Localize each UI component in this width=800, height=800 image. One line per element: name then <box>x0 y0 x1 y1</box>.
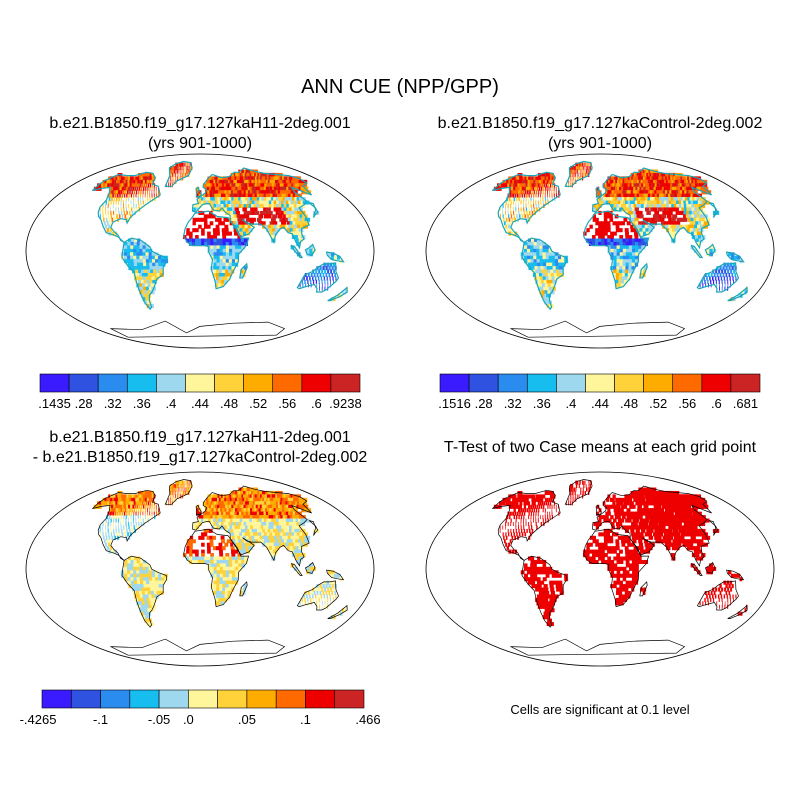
colorbar-tick-label: .44 <box>191 396 209 411</box>
colorbar-box <box>129 689 160 709</box>
colorbar-box <box>497 373 528 393</box>
colorbar-box <box>217 689 248 709</box>
colorbar-box <box>468 373 499 393</box>
panel-title-case2-line2: (yrs 901-1000) <box>547 135 653 152</box>
map-panel-diff <box>25 471 375 667</box>
colorbar-tick-label: .44 <box>591 396 609 411</box>
colorbar-box <box>158 689 189 709</box>
colorbar-tick-label: .52 <box>249 396 267 411</box>
colorbar-boxes <box>439 373 761 393</box>
panel-title-case1: b.e21.B1850.f19_g17.127kaH11-2deg.001 (y… <box>10 114 390 154</box>
coastlines <box>492 479 748 656</box>
map-panel-case1 <box>25 153 375 349</box>
coastlines <box>491 160 748 338</box>
colorbar-tick-label: .48 <box>620 396 638 411</box>
colorbar-tick-label: .56 <box>678 396 696 411</box>
colorbar-tick-label: .28 <box>475 396 493 411</box>
colorbar-box <box>730 373 761 393</box>
colorbar-tick-label: .6 <box>311 396 322 411</box>
colorbar-tick-label: .52 <box>649 396 667 411</box>
map-boundary <box>425 471 775 667</box>
colorbar-tick-label: .466 <box>355 712 380 727</box>
colorbar-box <box>526 373 557 393</box>
panel-title-case2-line1: b.e21.B1850.f19_g17.127kaControl-2deg.00… <box>437 115 763 132</box>
colorbar-case1: .1435 .28 .32 .36 .4 .44 .48 .52 .56 .6 .9238 <box>38 373 362 411</box>
colorbar-tick-label: .1 <box>300 712 311 727</box>
colorbar-box <box>41 689 72 709</box>
colorbar-box <box>246 689 277 709</box>
panel-title-case2: b.e21.B1850.f19_g17.127kaControl-2deg.00… <box>410 114 790 154</box>
colorbar-tick-label: .36 <box>133 396 151 411</box>
colorbar-box <box>185 373 215 393</box>
colorbar-box <box>39 373 70 393</box>
colorbar-box <box>188 689 218 709</box>
colorbar-box <box>614 373 644 393</box>
panel-title-case1-line1: b.e21.B1850.f19_g17.127kaH11-2deg.001 <box>49 115 351 132</box>
colorbar-boxes <box>39 373 361 393</box>
colorbar-tick-label: -.4265 <box>20 712 56 727</box>
panel-title-ttest: T-Test of two Case means at each grid po… <box>410 438 790 458</box>
colorbar-tick-label: .56 <box>278 396 296 411</box>
grid-cells <box>93 480 348 627</box>
colorbar-tick-label: .28 <box>75 396 93 411</box>
colorbar-tick-label: .48 <box>220 396 238 411</box>
colorbar-box <box>272 373 303 393</box>
colorbar-diff: -.4265 -.1 -.05 .0 .05 .1 .466 <box>20 689 380 727</box>
panel-title-ttest-line1: T-Test of two Case means at each grid po… <box>443 439 757 456</box>
colorbar-tick-label: .4 <box>165 396 176 411</box>
map-panel-ttest <box>425 471 775 667</box>
colorbar-tick-label: .32 <box>504 396 522 411</box>
colorbar-tick-label: .05 <box>238 712 256 727</box>
colorbar-box <box>334 689 365 709</box>
panel-title-diff-line2: - b.e21.B1850.f19_g17.127kaControl-2deg.… <box>32 449 368 466</box>
colorbar-tick-label: .1516 <box>438 396 471 411</box>
colorbar-tick-label: .1435 <box>38 396 71 411</box>
grid-cells <box>93 162 348 309</box>
panel-title-diff-line1: b.e21.B1850.f19_g17.127kaH11-2deg.001 <box>49 429 351 446</box>
coastlines <box>92 479 348 656</box>
colorbar-tick-label: .32 <box>104 396 122 411</box>
map-panel-case2 <box>425 153 775 349</box>
panel-title-diff: b.e21.B1850.f19_g17.127kaH11-2deg.001 - … <box>10 428 390 468</box>
colorbar-tick-label: -.1 <box>93 712 108 727</box>
colorbar-tick-label: .4 <box>565 396 576 411</box>
colorbar-tick-label: .6 <box>711 396 722 411</box>
colorbar-box <box>701 373 732 393</box>
colorbar-box <box>100 689 131 709</box>
colorbar-tick-label: .9238 <box>329 396 362 411</box>
colorbar-box <box>305 689 336 709</box>
colorbar-box <box>70 689 101 709</box>
figure-title: ANN CUE (NPP/GPP) <box>301 76 499 98</box>
colorbar-box <box>643 373 674 393</box>
colorbar-tick-label: .681 <box>733 396 758 411</box>
colorbar-box <box>439 373 470 393</box>
grid-cells <box>493 480 748 627</box>
map-boundary <box>25 471 375 667</box>
colorbar-box <box>672 373 703 393</box>
colorbar-tick-label: -.05 <box>148 712 170 727</box>
map-boundary <box>25 153 375 349</box>
grid-cells <box>493 162 748 309</box>
colorbar-box <box>68 373 99 393</box>
panel-title-case1-line2: (yrs 901-1000) <box>147 135 253 152</box>
colorbar-case2: .1516 .28 .32 .36 .4 .44 .48 .52 .56 .6 .681 <box>438 373 761 411</box>
colorbar-box <box>243 373 274 393</box>
colorbar-box <box>156 373 186 393</box>
colorbar-tick-label: .36 <box>533 396 551 411</box>
colorbar-tick-label: .0 <box>183 712 194 727</box>
colorbar-box <box>585 373 615 393</box>
coastlines <box>91 160 348 338</box>
colorbar-boxes <box>41 689 365 709</box>
colorbar-box <box>126 373 157 393</box>
colorbar-box <box>301 373 332 393</box>
colorbar-box <box>275 689 306 709</box>
colorbar-box <box>556 373 586 393</box>
colorbar-box <box>330 373 361 393</box>
significance-note: Cells are significant at 0.1 level <box>510 702 690 717</box>
map-boundary <box>425 153 775 349</box>
colorbar-box <box>97 373 128 393</box>
colorbar-box <box>214 373 244 393</box>
